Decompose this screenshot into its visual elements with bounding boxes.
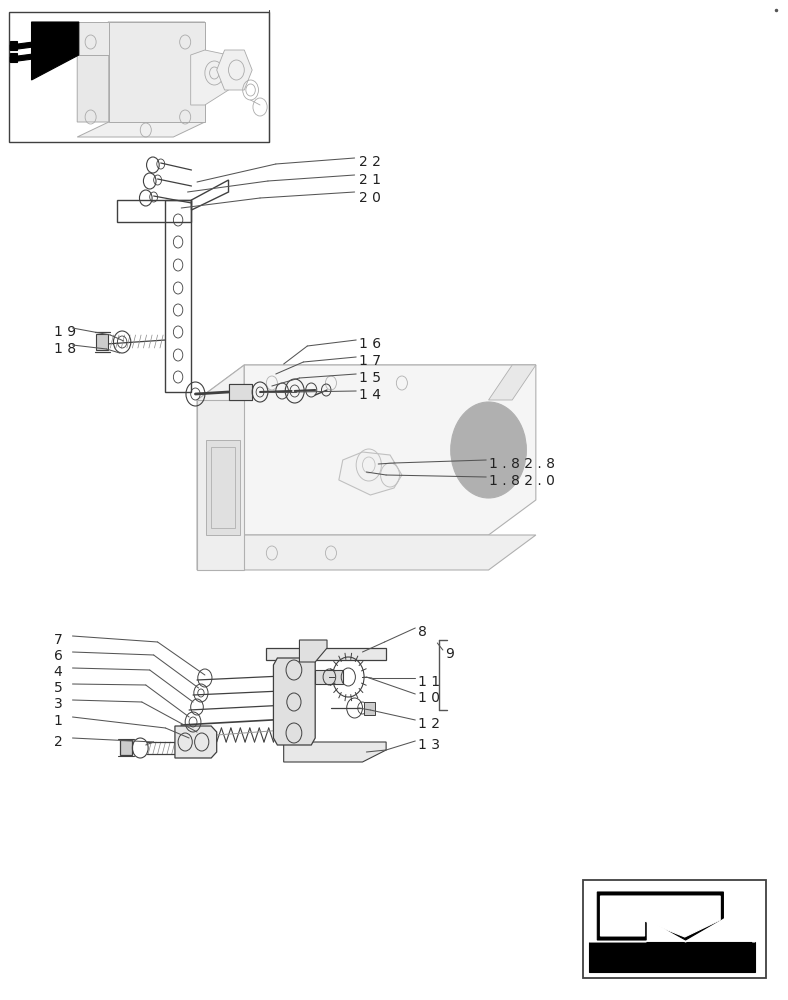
- Text: 1 3: 1 3: [418, 738, 440, 752]
- Polygon shape: [315, 670, 343, 684]
- Polygon shape: [77, 22, 109, 122]
- Polygon shape: [175, 726, 217, 758]
- Text: 2 0: 2 0: [359, 191, 381, 205]
- Text: 1: 1: [54, 714, 62, 728]
- Bar: [583, 880, 766, 978]
- Polygon shape: [10, 42, 33, 50]
- Text: 2 1: 2 1: [359, 173, 381, 187]
- Text: 1 2: 1 2: [418, 717, 440, 731]
- Polygon shape: [600, 896, 720, 937]
- Polygon shape: [229, 384, 252, 400]
- Polygon shape: [589, 888, 755, 942]
- Polygon shape: [10, 53, 17, 62]
- Polygon shape: [109, 22, 205, 122]
- Polygon shape: [10, 54, 33, 62]
- Polygon shape: [217, 50, 252, 90]
- Polygon shape: [597, 892, 723, 940]
- Polygon shape: [120, 740, 132, 755]
- Polygon shape: [339, 452, 402, 495]
- Polygon shape: [266, 648, 386, 660]
- Polygon shape: [589, 942, 755, 972]
- Polygon shape: [244, 535, 536, 570]
- Polygon shape: [206, 440, 240, 535]
- Text: 7: 7: [54, 633, 62, 647]
- Polygon shape: [77, 22, 205, 37]
- Text: 4: 4: [54, 665, 62, 679]
- Text: 1 5: 1 5: [359, 371, 381, 385]
- Text: 1 9: 1 9: [54, 325, 76, 339]
- Polygon shape: [32, 22, 79, 80]
- Polygon shape: [197, 365, 536, 400]
- Polygon shape: [96, 334, 108, 350]
- Text: 9: 9: [445, 647, 454, 661]
- Polygon shape: [273, 658, 315, 745]
- Text: 1 . 8 2 . 0: 1 . 8 2 . 0: [489, 474, 555, 488]
- Polygon shape: [197, 400, 244, 570]
- Polygon shape: [489, 365, 536, 400]
- Text: 5: 5: [54, 681, 62, 695]
- Bar: [9, 12, 269, 142]
- Polygon shape: [77, 122, 205, 137]
- Text: 2 2: 2 2: [359, 155, 381, 169]
- Polygon shape: [191, 50, 229, 105]
- Polygon shape: [284, 742, 386, 762]
- Polygon shape: [299, 640, 327, 662]
- Text: 2: 2: [54, 735, 62, 749]
- Text: 6: 6: [54, 649, 62, 663]
- Text: 1 0: 1 0: [418, 691, 440, 705]
- Polygon shape: [244, 365, 536, 535]
- Text: 1 4: 1 4: [359, 388, 381, 402]
- Text: 1 8: 1 8: [54, 342, 76, 356]
- Circle shape: [451, 402, 526, 498]
- Polygon shape: [364, 702, 375, 715]
- Polygon shape: [197, 365, 244, 570]
- Text: 3: 3: [54, 697, 62, 711]
- Polygon shape: [77, 22, 109, 55]
- Text: 1 1: 1 1: [418, 675, 440, 689]
- Text: 1 6: 1 6: [359, 337, 381, 351]
- Text: 1 . 8 2 . 8: 1 . 8 2 . 8: [489, 457, 555, 471]
- Text: 8: 8: [418, 625, 426, 639]
- Text: 1 7: 1 7: [359, 354, 381, 368]
- Polygon shape: [10, 41, 17, 50]
